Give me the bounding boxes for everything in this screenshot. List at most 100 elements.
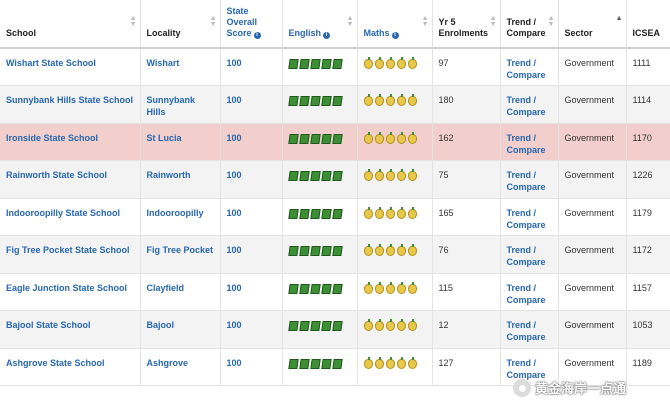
wechat-icon <box>513 378 531 397</box>
cell-enrolments: 75 <box>432 160 501 199</box>
sort-icon[interactable]: ▲ ▼ <box>129 15 137 28</box>
enrolments-value: 12 <box>438 320 449 330</box>
book-icon <box>331 321 343 331</box>
trend-compare-link[interactable]: Trend / Compare <box>506 170 546 192</box>
header-enrolments[interactable]: Yr 5 Enrolments ▲ ▼ <box>432 0 501 49</box>
locality-link[interactable]: Indooroopilly <box>146 207 204 218</box>
header-maths[interactable]: Maths i ▲ ▼ <box>357 0 433 49</box>
school-link[interactable]: Rainworth State School <box>6 170 108 180</box>
school-link[interactable]: Ironside State School <box>6 132 99 143</box>
sort-icon[interactable]: ▲ ▼ <box>346 15 354 28</box>
locality-link[interactable]: Sunnybank Hills <box>146 95 196 117</box>
cell-english <box>282 85 358 124</box>
locality-link[interactable]: St Lucia <box>146 132 182 143</box>
sort-icon[interactable]: ▲ ▼ <box>421 15 429 28</box>
apple-icon <box>407 244 417 256</box>
school-link[interactable]: Bajool State School <box>6 320 91 330</box>
book-icon <box>298 133 310 144</box>
header-trend-label: Trend / Compare <box>506 17 546 38</box>
locality-link[interactable]: Rainworth <box>146 170 191 180</box>
english-rating <box>287 283 352 294</box>
locality-link[interactable]: Ashgrove <box>146 357 189 368</box>
cell-english <box>282 48 358 86</box>
trend-compare-link[interactable]: Trend / Compare <box>506 207 546 230</box>
info-icon[interactable]: i <box>391 32 399 39</box>
cell-sector: Government <box>558 85 627 124</box>
book-icon <box>298 208 310 219</box>
apple-icon <box>385 169 395 181</box>
cell-locality: St Lucia <box>140 123 221 161</box>
apple-icon <box>385 94 395 106</box>
header-sector[interactable]: Sector ▲ <box>558 0 627 49</box>
apple-icon <box>385 319 395 331</box>
sort-icon[interactable]: ▲ ▼ <box>547 15 555 28</box>
apple-icon <box>374 57 384 69</box>
cell-score: 100 <box>220 348 283 386</box>
book-icon <box>331 133 343 144</box>
school-link[interactable]: Ashgrove State School <box>6 357 105 368</box>
sector-value: Government <box>564 320 615 330</box>
cell-score: 100 <box>220 198 283 236</box>
cell-school: Ironside State School <box>0 123 141 161</box>
apple-icon <box>385 131 395 144</box>
locality-link[interactable]: Clayfield <box>146 282 185 293</box>
header-school[interactable]: School ▲ ▼ <box>0 0 141 49</box>
book-icon <box>287 208 299 219</box>
apple-icon <box>363 356 373 369</box>
cell-locality: Wishart <box>140 48 221 86</box>
locality-link[interactable]: Bajool <box>146 320 175 330</box>
header-english[interactable]: English i ▲ ▼ <box>282 0 358 49</box>
schools-table: School ▲ ▼ Locality ▲ ▼ State Overall Score i… <box>0 0 670 386</box>
sort-icon[interactable]: ▲ ▼ <box>209 15 217 28</box>
cell-score: 100 <box>220 310 283 349</box>
book-icon <box>287 321 299 331</box>
cell-enrolments: 115 <box>432 273 501 311</box>
trend-compare-link[interactable]: Trend / Compare <box>506 58 546 80</box>
info-icon[interactable]: i <box>323 32 331 39</box>
school-link[interactable]: Wishart State School <box>6 58 96 68</box>
apple-icon <box>407 169 417 181</box>
icsea-value: 1157 <box>632 282 652 293</box>
book-icon <box>331 59 343 69</box>
icsea-value: 1189 <box>632 357 652 368</box>
trend-compare-link[interactable]: Trend / Compare <box>506 132 546 155</box>
sector-value: Government <box>564 58 615 68</box>
info-icon[interactable]: i <box>253 32 261 39</box>
trend-compare-link[interactable]: Trend / Compare <box>506 95 546 117</box>
school-link[interactable]: Indooroopilly State School <box>6 207 121 218</box>
cell-sector: Government <box>558 198 627 236</box>
cell-maths <box>357 123 433 161</box>
english-rating <box>287 358 352 369</box>
maths-rating <box>363 281 427 294</box>
trend-compare-link[interactable]: Trend / Compare <box>506 282 546 305</box>
header-icsea[interactable]: ICSEA <box>626 0 670 49</box>
header-sector-label: Sector <box>564 28 593 38</box>
score-value: 100 <box>226 357 242 368</box>
cell-english <box>282 310 358 349</box>
english-rating <box>287 246 352 256</box>
trend-compare-link[interactable]: Trend / Compare <box>506 245 546 267</box>
cell-enrolments: 127 <box>432 348 501 386</box>
cell-enrolments: 180 <box>432 85 501 124</box>
sort-ascending-icon[interactable]: ▲ <box>615 15 623 22</box>
cell-school: Bajool State School <box>0 310 141 349</box>
school-link[interactable]: Eagle Junction State School <box>6 282 128 293</box>
school-link[interactable]: Fig Tree Pocket State School <box>6 245 130 255</box>
header-state-overall-score[interactable]: State Overall Score i <box>220 0 283 49</box>
apple-icon <box>374 206 384 219</box>
apple-icon <box>363 57 373 69</box>
sort-icon[interactable]: ▲ ▼ <box>489 15 497 28</box>
school-link[interactable]: Sunnybank Hills State School <box>6 95 134 105</box>
book-icon <box>331 358 343 369</box>
cell-sector: Government <box>558 48 627 86</box>
apple-icon <box>363 131 373 144</box>
trend-compare-link[interactable]: Trend / Compare <box>506 357 546 380</box>
maths-rating <box>363 57 427 69</box>
trend-compare-link[interactable]: Trend / Compare <box>506 320 546 342</box>
locality-link[interactable]: Fig Tree Pocket <box>146 245 214 255</box>
locality-link[interactable]: Wishart <box>146 58 180 68</box>
book-icon <box>298 321 310 331</box>
cell-maths <box>357 273 433 311</box>
header-locality[interactable]: Locality ▲ ▼ <box>140 0 221 49</box>
table-row: Wishart State School Wishart 100 97 Tren… <box>0 48 670 86</box>
